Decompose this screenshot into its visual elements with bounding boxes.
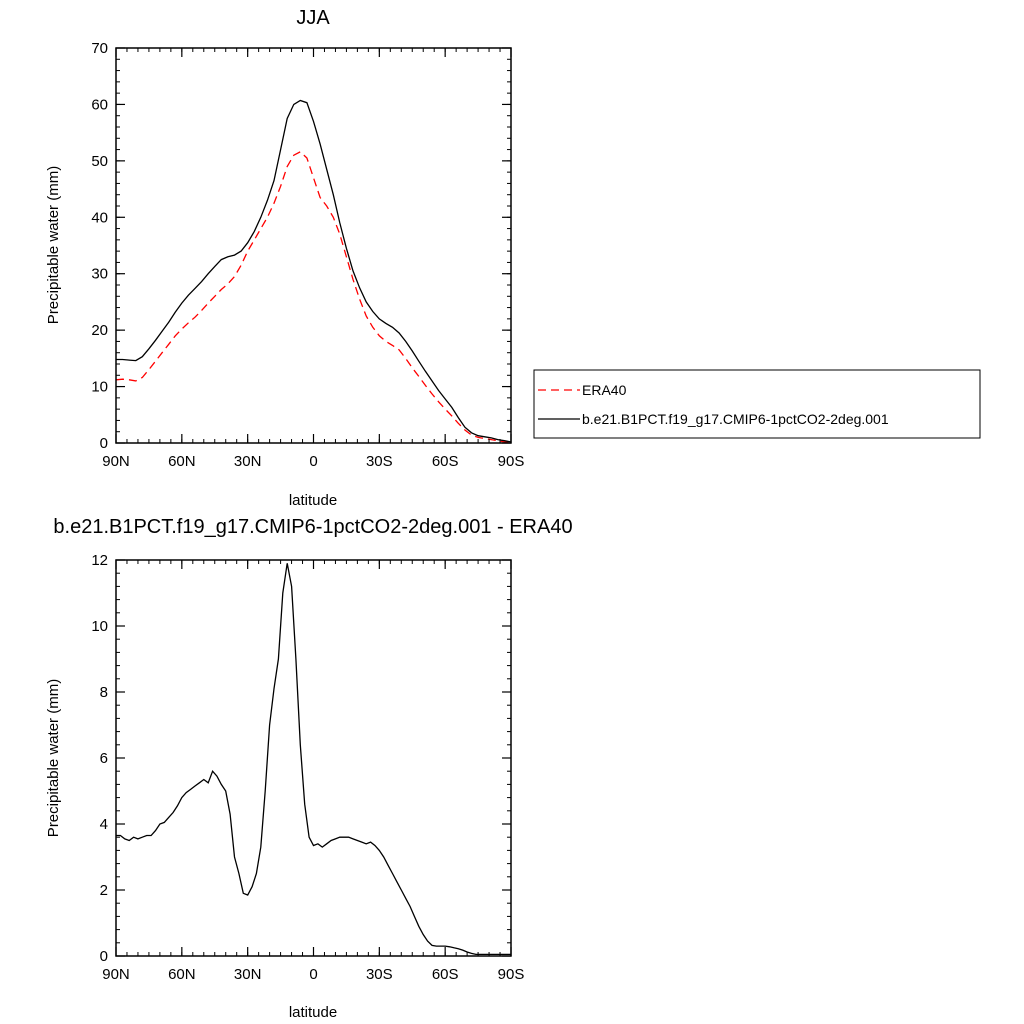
y-tick-label: 6 xyxy=(100,750,108,767)
y-axis-label: Precipitable water (mm) xyxy=(45,166,62,324)
legend-label-model: b.e21.B1PCT.f19_g17.CMIP6-1pctCO2-2deg.0… xyxy=(582,411,889,427)
y-tick-label: 30 xyxy=(91,266,108,283)
y-tick-label: 60 xyxy=(91,96,108,113)
chart-title: JJA xyxy=(296,7,330,29)
x-axis-label: latitude xyxy=(289,1004,337,1021)
x-tick-label: 90N xyxy=(102,453,130,470)
legend-box xyxy=(533,369,981,439)
x-tick-label: 60S xyxy=(432,966,459,983)
y-tick-label: 20 xyxy=(91,322,108,339)
y-tick-label: 10 xyxy=(91,379,108,396)
x-tick-label: 90S xyxy=(498,966,525,983)
legend-label-era40: ERA40 xyxy=(582,382,627,398)
x-tick-label: 30N xyxy=(234,966,262,983)
series-line-0 xyxy=(116,563,511,956)
y-tick-label: 8 xyxy=(100,684,108,701)
x-axis-label: latitude xyxy=(289,492,337,509)
y-tick-label: 0 xyxy=(100,435,108,452)
x-tick-label: 60N xyxy=(168,966,196,983)
y-axis: 0 10 20 30 40 50 60 70 xyxy=(91,40,511,452)
x-tick-label: 30S xyxy=(366,453,393,470)
y-axis: 0 2 4 6 8 10 12 xyxy=(91,552,511,965)
series-lines xyxy=(115,99,512,444)
y-tick-label: 70 xyxy=(91,40,108,57)
x-tick-label: 60N xyxy=(168,453,196,470)
y-tick-label: 4 xyxy=(100,816,108,833)
x-tick-label: 60S xyxy=(432,453,459,470)
series-line-0 xyxy=(115,151,512,444)
x-tick-label: 30S xyxy=(366,966,393,983)
y-tick-label: 40 xyxy=(91,209,108,226)
y-tick-label: 12 xyxy=(91,552,108,569)
x-tick-label: 90S xyxy=(498,453,525,470)
x-axis: 90N 60N 30N 0 30S 60S 90S xyxy=(102,560,524,983)
y-axis-label: Precipitable water (mm) xyxy=(45,679,62,837)
series-lines xyxy=(116,563,511,956)
x-tick-label: 0 xyxy=(309,453,317,470)
y-tick-label: 10 xyxy=(91,618,108,635)
x-tick-label: 0 xyxy=(309,966,317,983)
x-tick-label: 30N xyxy=(234,453,262,470)
x-tick-label: 90N xyxy=(102,966,130,983)
y-tick-label: 2 xyxy=(100,882,108,899)
y-tick-label: 50 xyxy=(91,153,108,170)
series-line-1 xyxy=(116,99,512,443)
legend: ERA40 b.e21.B1PCT.f19_g17.CMIP6-1pctCO2-… xyxy=(533,369,981,439)
x-axis: 90N 60N 30N 0 30S 60S 90S xyxy=(102,48,524,470)
y-tick-label: 0 xyxy=(100,948,108,965)
chart-panel-difference: b.e21.B1PCT.f19_g17.CMIP6-1pctCO2-2deg.0… xyxy=(45,516,573,1021)
plot-frame xyxy=(115,47,512,444)
chart-title: b.e21.B1PCT.f19_g17.CMIP6-1pctCO2-2deg.0… xyxy=(53,516,572,538)
plot-frame xyxy=(115,559,512,957)
